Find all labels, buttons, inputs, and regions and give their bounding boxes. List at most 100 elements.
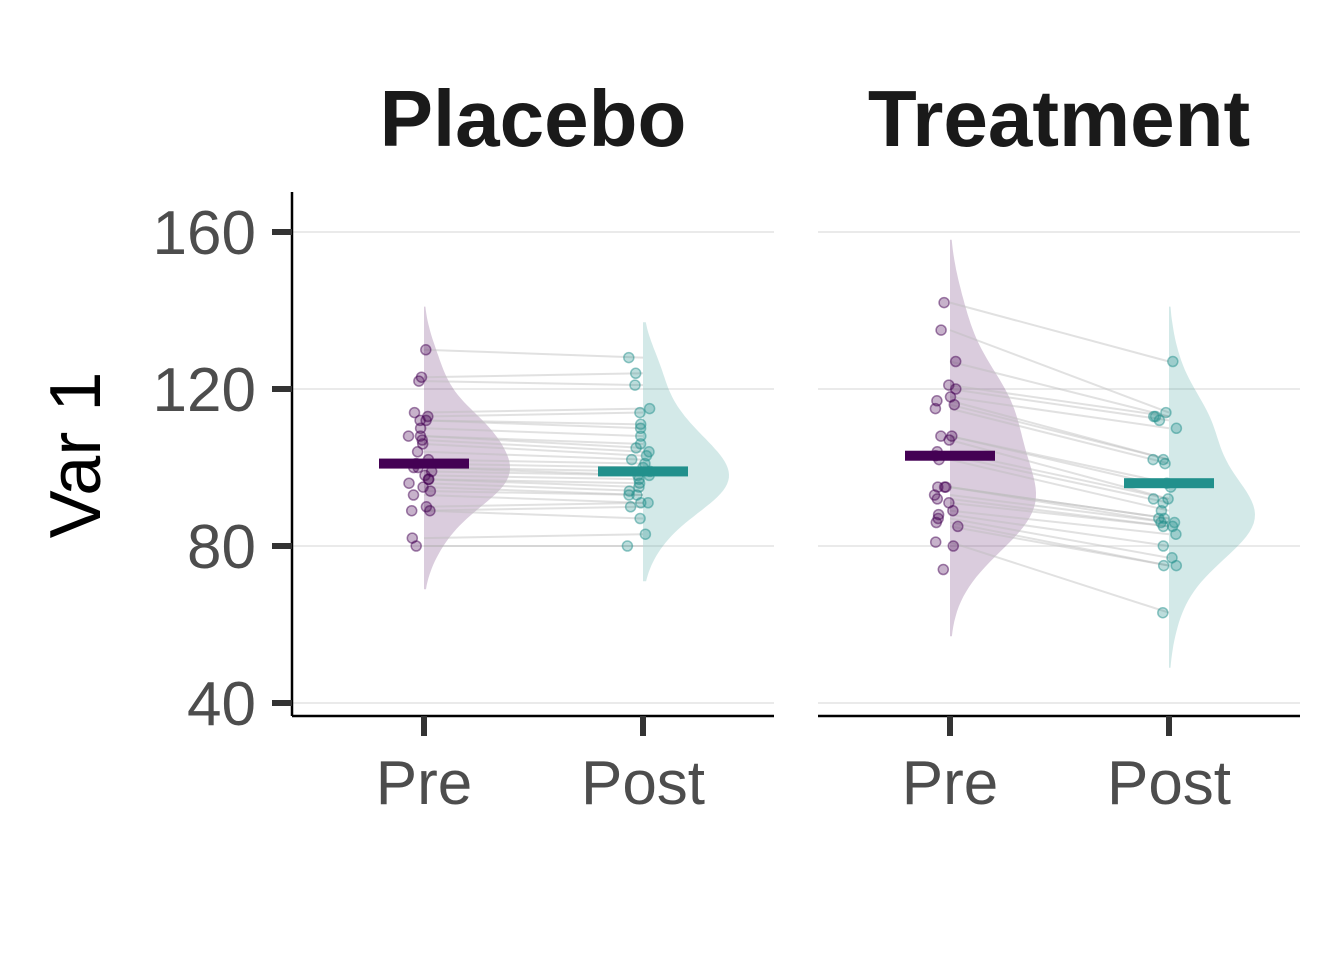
point-post	[1157, 606, 1169, 619]
point-pre	[950, 383, 962, 395]
point-post	[1170, 528, 1182, 540]
pair-line	[949, 384, 1170, 418]
y-tick-label: 120	[153, 356, 256, 425]
y-tick-label: 160	[153, 199, 256, 268]
point-pre	[931, 493, 944, 505]
pair-line	[423, 442, 644, 457]
y-tick-label: 40	[187, 670, 256, 739]
x-tick-label: Pre	[376, 749, 472, 818]
point-pre	[943, 434, 955, 446]
pair-line	[949, 454, 1170, 504]
point-post	[623, 489, 635, 501]
point-post	[633, 477, 646, 489]
pair-line	[423, 435, 644, 445]
pair-line	[949, 395, 1170, 430]
pair-line	[949, 486, 1170, 520]
point-pre	[424, 485, 437, 497]
point-pre	[938, 296, 950, 309]
point-pre	[935, 324, 947, 336]
violin-pre	[424, 306, 510, 590]
pair-line	[949, 486, 1170, 524]
pair-line	[423, 450, 644, 461]
pair-line	[423, 509, 644, 520]
pair-line	[423, 439, 644, 453]
mean-bar-pre	[905, 450, 995, 461]
pair-line	[949, 435, 1170, 485]
pair-line	[423, 427, 644, 438]
point-pre	[416, 438, 429, 450]
facet-title-treatment: Treatment	[868, 74, 1250, 163]
pair-line	[423, 474, 644, 481]
point-post	[621, 540, 634, 552]
pair-line	[949, 399, 1170, 461]
pair-line	[949, 403, 1170, 461]
point-post	[624, 501, 637, 513]
pair-line	[423, 372, 644, 379]
point-post	[1157, 520, 1170, 533]
pair-line	[423, 490, 644, 496]
pair-line	[949, 407, 1170, 465]
point-pre	[948, 398, 961, 411]
facet-placebo: Placebo Pre Post	[292, 74, 774, 818]
point-post	[634, 512, 646, 525]
point-pre	[937, 563, 950, 576]
point-pre	[411, 446, 424, 458]
point-post	[634, 422, 647, 435]
point-post	[630, 442, 642, 454]
y-tick-label: 80	[187, 513, 256, 582]
pair-line	[423, 533, 644, 540]
point-pre	[407, 489, 420, 501]
pair-line	[949, 486, 1170, 520]
y-axis-title: Var 1	[36, 372, 116, 539]
pair-line	[949, 525, 1170, 567]
point-pre	[420, 344, 432, 356]
point-post	[1160, 406, 1172, 419]
pair-line	[423, 411, 644, 418]
point-post	[1153, 414, 1166, 427]
point-post	[639, 528, 652, 540]
point-pre	[405, 504, 418, 517]
point-post	[1170, 422, 1183, 435]
point-post	[634, 406, 646, 419]
mean-bar-pre	[379, 458, 469, 469]
point-pre	[947, 504, 959, 517]
point-post	[1159, 457, 1171, 470]
point-post	[1157, 559, 1170, 572]
point-pre	[947, 540, 960, 552]
pair-line	[949, 497, 1170, 528]
pair-line	[423, 407, 644, 414]
point-pre	[414, 422, 427, 435]
violin-pre	[950, 239, 1036, 637]
pair-line	[949, 493, 1170, 524]
point-pre	[416, 434, 428, 446]
violin-post	[643, 322, 729, 582]
point-post	[635, 430, 647, 442]
pair-line	[949, 517, 1170, 559]
point-pre	[424, 504, 436, 517]
point-post	[1147, 453, 1159, 466]
point-pre	[403, 477, 415, 489]
point-pre	[929, 536, 942, 548]
facet-title-placebo: Placebo	[380, 74, 687, 163]
point-post	[625, 453, 638, 466]
point-post	[634, 418, 647, 431]
pair-line	[949, 541, 1170, 614]
point-post	[1170, 559, 1183, 572]
x-tick-label: Post	[1107, 749, 1231, 818]
point-pre	[414, 414, 426, 427]
pair-line	[423, 501, 644, 508]
point-post	[1147, 493, 1160, 505]
point-pre	[410, 540, 422, 552]
pair-line	[949, 388, 1170, 422]
pair-line	[949, 458, 1170, 512]
mean-bar-post	[1124, 478, 1214, 489]
pair-line	[423, 486, 644, 496]
pair-line	[949, 509, 1170, 536]
pair-line	[423, 419, 644, 426]
pair-line	[949, 513, 1170, 547]
pair-line	[423, 419, 644, 430]
point-post	[1157, 540, 1170, 552]
x-tick-label: Pre	[902, 749, 998, 818]
pair-line	[949, 301, 1170, 363]
